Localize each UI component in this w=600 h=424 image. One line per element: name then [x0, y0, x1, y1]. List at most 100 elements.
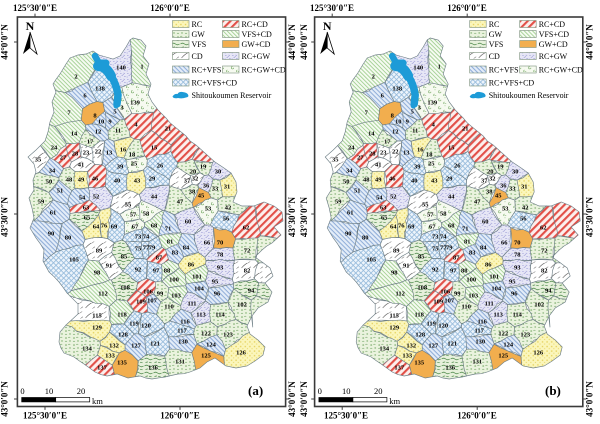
svg-text:43°30′0″N: 43°30′0″N	[299, 196, 309, 237]
svg-text:40: 40	[114, 177, 121, 184]
svg-text:71: 71	[165, 225, 172, 232]
svg-text:137: 137	[97, 364, 108, 371]
svg-text:48: 48	[66, 176, 73, 183]
svg-text:138: 138	[95, 85, 106, 92]
svg-text:RC+CD: RC+CD	[242, 20, 269, 29]
svg-text:44°0′0″N: 44°0′0″N	[287, 24, 297, 60]
svg-text:125: 125	[201, 352, 212, 359]
svg-text:4: 4	[134, 121, 138, 128]
svg-text:29: 29	[149, 175, 156, 182]
svg-text:101: 101	[192, 273, 202, 280]
svg-text:32: 32	[192, 175, 199, 182]
svg-text:RC+GW: RC+GW	[242, 52, 271, 61]
svg-text:43°0′0″N: 43°0′0″N	[585, 381, 595, 417]
svg-text:132: 132	[109, 342, 119, 349]
svg-text:43°30′0″N: 43°30′0″N	[287, 196, 297, 237]
svg-text:93: 93	[217, 264, 224, 271]
svg-text:43: 43	[134, 177, 141, 184]
svg-text:11: 11	[115, 127, 121, 134]
svg-text:69: 69	[111, 223, 118, 230]
svg-text:114: 114	[215, 311, 225, 318]
svg-text:VFS+CD: VFS+CD	[242, 30, 273, 39]
svg-text:72: 72	[244, 247, 251, 254]
svg-text:RC+VFS: RC+VFS	[192, 65, 222, 74]
svg-text:VFS: VFS	[192, 40, 207, 49]
svg-text:55: 55	[125, 201, 132, 208]
svg-text:63: 63	[83, 204, 90, 211]
svg-text:85: 85	[121, 253, 128, 260]
svg-text:73: 73	[135, 233, 142, 240]
svg-text:31: 31	[224, 183, 231, 190]
svg-text:17: 17	[87, 138, 94, 145]
svg-text:82: 82	[244, 267, 251, 274]
svg-text:18: 18	[129, 151, 136, 158]
svg-text:RC: RC	[192, 20, 203, 29]
svg-text:N: N	[26, 19, 35, 33]
svg-text:103: 103	[171, 292, 182, 299]
svg-text:131: 131	[175, 358, 185, 365]
svg-text:49: 49	[78, 176, 85, 183]
svg-text:130: 130	[178, 338, 188, 345]
svg-text:90: 90	[48, 230, 55, 237]
svg-text:97: 97	[153, 267, 160, 274]
svg-text:43°30′0″N: 43°30′0″N	[0, 196, 10, 237]
svg-text:42: 42	[225, 204, 232, 211]
svg-text:19: 19	[200, 163, 207, 170]
svg-text:60: 60	[185, 218, 192, 225]
svg-text:56: 56	[223, 215, 230, 222]
svg-text:43°0′0″N: 43°0′0″N	[0, 381, 10, 417]
svg-text:25: 25	[131, 160, 138, 167]
svg-text:76: 76	[101, 222, 108, 229]
svg-text:2: 2	[74, 73, 77, 80]
svg-text:94: 94	[248, 287, 255, 294]
svg-text:44°0′0″N: 44°0′0″N	[585, 24, 595, 60]
svg-text:20: 20	[77, 386, 86, 396]
svg-text:125°30′0″E: 125°30′0″E	[13, 3, 57, 13]
svg-text:1: 1	[140, 63, 143, 70]
svg-text:GW+CD: GW+CD	[242, 40, 271, 49]
svg-text:99: 99	[157, 290, 164, 297]
svg-text:41: 41	[78, 161, 85, 168]
svg-text:133: 133	[105, 352, 116, 359]
svg-text:116: 116	[180, 318, 190, 325]
svg-text:52: 52	[93, 193, 100, 200]
svg-text:7: 7	[67, 109, 71, 116]
svg-text:44: 44	[151, 193, 158, 200]
svg-text:136: 136	[148, 364, 159, 371]
svg-text:83: 83	[172, 249, 179, 256]
svg-text:37: 37	[184, 177, 191, 184]
svg-text:61: 61	[50, 209, 57, 216]
svg-text:126°0′0″E: 126°0′0″E	[457, 411, 497, 421]
svg-text:21: 21	[165, 125, 172, 132]
svg-text:78: 78	[217, 251, 224, 258]
svg-text:14: 14	[71, 130, 78, 137]
svg-text:km: km	[92, 396, 103, 406]
svg-text:12: 12	[95, 128, 102, 135]
svg-text:46: 46	[92, 175, 99, 182]
svg-text:34: 34	[49, 167, 56, 174]
svg-text:134: 134	[82, 345, 93, 352]
svg-text:44°0′0″N: 44°0′0″N	[299, 24, 309, 60]
svg-text:104: 104	[194, 285, 205, 292]
svg-text:22: 22	[95, 148, 102, 155]
svg-text:6: 6	[83, 92, 87, 99]
svg-text:91: 91	[106, 262, 113, 269]
svg-text:Shitoukoumen Reservoir: Shitoukoumen Reservoir	[192, 91, 272, 100]
svg-text:127: 127	[131, 342, 142, 349]
svg-text:105: 105	[69, 256, 80, 263]
svg-text:125°30′0″E: 125°30′0″E	[23, 411, 67, 421]
svg-text:135: 135	[117, 359, 128, 366]
svg-text:50: 50	[46, 178, 53, 185]
svg-text:65: 65	[84, 214, 91, 221]
svg-text:RC+GW+CD: RC+GW+CD	[242, 65, 286, 74]
svg-text:47: 47	[177, 198, 184, 205]
svg-text:10: 10	[98, 118, 105, 125]
svg-text:13: 13	[106, 149, 113, 156]
svg-text:CD: CD	[192, 52, 203, 61]
svg-text:106: 106	[143, 288, 154, 295]
svg-text:107: 107	[147, 297, 158, 304]
svg-text:67: 67	[132, 223, 139, 230]
svg-text:74: 74	[143, 233, 150, 240]
svg-text:126°0′0″E: 126°0′0″E	[150, 3, 190, 13]
svg-text:(a): (a)	[248, 383, 263, 398]
